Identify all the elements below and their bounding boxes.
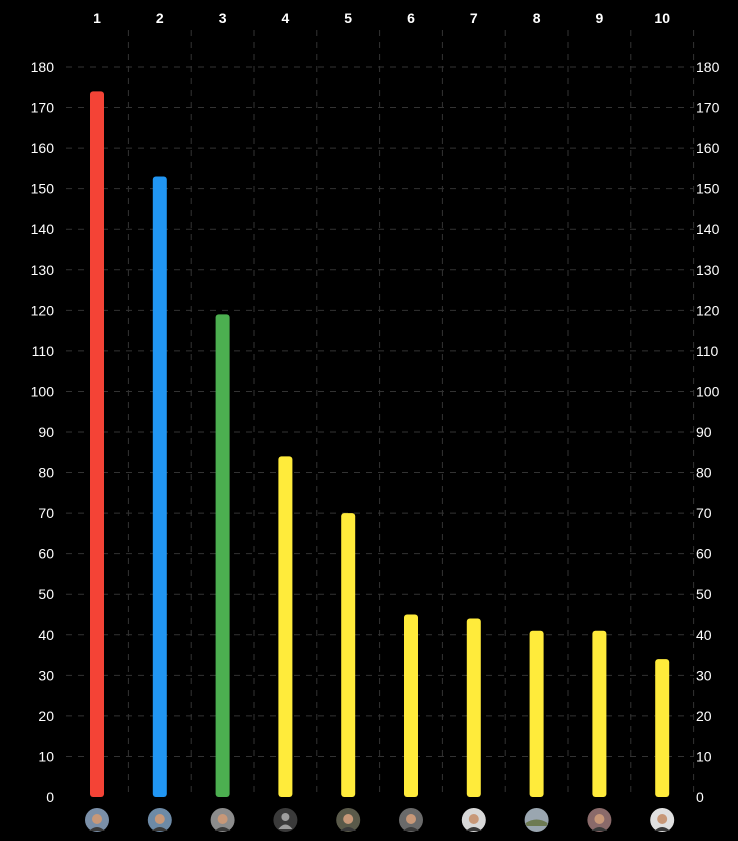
bar [152, 176, 167, 797]
avatar-shoulders [89, 827, 105, 831]
y-tick-label: 130 [696, 262, 720, 278]
y-tick-label: 30 [696, 667, 712, 683]
person-avatar [85, 808, 109, 832]
bar [655, 659, 670, 797]
avatar-face [594, 814, 605, 824]
avatar-shoulders [340, 827, 357, 831]
y-tick-label: 20 [696, 708, 712, 724]
y-tick-label: 120 [31, 302, 55, 318]
y-tick-label: 0 [46, 789, 54, 805]
bar [341, 513, 356, 797]
y-tick-label: 40 [38, 627, 54, 643]
avatar-shoulders [465, 827, 482, 831]
person-avatar [210, 808, 235, 832]
y-tick-label: 50 [696, 586, 712, 602]
avatar-body [278, 824, 293, 829]
bar [215, 314, 230, 797]
category-label: 2 [156, 10, 164, 26]
category-label: 6 [407, 10, 415, 26]
y-tick-label: 160 [31, 140, 55, 156]
grid-lines [66, 30, 695, 797]
y-tick-label: 100 [696, 383, 720, 399]
avatar-face [657, 814, 668, 824]
bar [529, 630, 544, 797]
avatar-face [406, 814, 416, 824]
person-avatar [399, 808, 423, 832]
bars [90, 91, 670, 798]
avatar-face [154, 814, 165, 824]
bar [592, 630, 607, 797]
avatar-face [468, 814, 479, 824]
category-label: 7 [470, 10, 478, 26]
y-tick-label: 20 [38, 708, 54, 724]
y-tick-label: 60 [696, 546, 712, 562]
category-label: 4 [282, 10, 290, 26]
y-tick-label: 160 [696, 140, 720, 156]
rank-labels: 1 2 3 4 5 6 7 8 9 10 [93, 10, 670, 26]
person-avatar [650, 808, 675, 832]
y-tick-label: 40 [696, 627, 712, 643]
y-tick-label: 90 [696, 424, 712, 440]
avatar-shoulders [403, 827, 419, 831]
category-label: 3 [219, 10, 227, 26]
bar [278, 456, 293, 797]
avatar-shoulders [591, 827, 608, 831]
y-tick-label: 170 [696, 100, 720, 116]
y-tick-label: 150 [31, 181, 55, 197]
person-avatar [147, 808, 172, 832]
y-tick-label: 50 [38, 586, 54, 602]
y-tick-label: 130 [31, 262, 55, 278]
bar [404, 614, 418, 797]
bar [90, 91, 104, 798]
y-tick-label: 180 [31, 59, 55, 75]
y-tick-label: 180 [696, 59, 720, 75]
y-tick-label: 150 [696, 181, 720, 197]
person-avatar [587, 808, 612, 832]
avatar-shoulders [654, 827, 671, 831]
y-tick-label: 0 [696, 789, 704, 805]
y-tick-label: 120 [696, 302, 720, 318]
y-tick-label: 30 [38, 667, 54, 683]
y-tick-label: 60 [38, 546, 54, 562]
avatar-head [281, 813, 290, 821]
y-tick-label: 80 [696, 465, 712, 481]
y-tick-label: 70 [696, 505, 712, 521]
avatars [85, 808, 675, 832]
avatar-face [343, 814, 354, 824]
y-tick-label: 110 [32, 343, 55, 359]
y-tick-label: 10 [38, 748, 54, 764]
y-tick-label: 80 [38, 465, 54, 481]
y-tick-label: 90 [38, 424, 54, 440]
category-label: 1 [93, 10, 101, 26]
y-tick-label: 110 [696, 343, 719, 359]
avatar-shoulders [151, 827, 168, 831]
person-avatar [336, 808, 361, 832]
landscape-avatar [524, 808, 549, 832]
category-label: 5 [344, 10, 352, 26]
bar [466, 618, 481, 797]
category-label: 10 [654, 10, 670, 26]
y-tick-label: 140 [31, 221, 55, 237]
y-tick-label: 140 [696, 221, 720, 237]
avatar-face [217, 814, 228, 824]
category-label: 8 [533, 10, 541, 26]
y-tick-label: 70 [38, 505, 54, 521]
person-avatar [461, 808, 486, 832]
avatar-face [92, 814, 102, 824]
avatar-hills [525, 819, 548, 826]
default-avatar [273, 808, 298, 832]
right-y-axis: 0 10 20 30 40 50 60 70 80 90 100 110 120 130 140 150 160… [696, 59, 720, 805]
y-tick-label: 10 [696, 748, 712, 764]
left-y-axis: 0 10 20 30 40 50 60 70 80 90 100 110 120 130 140 150 160… [31, 59, 55, 805]
y-tick-label: 170 [31, 100, 55, 116]
category-label: 9 [596, 10, 604, 26]
avatar-shoulders [214, 827, 231, 831]
y-tick-label: 100 [31, 383, 55, 399]
